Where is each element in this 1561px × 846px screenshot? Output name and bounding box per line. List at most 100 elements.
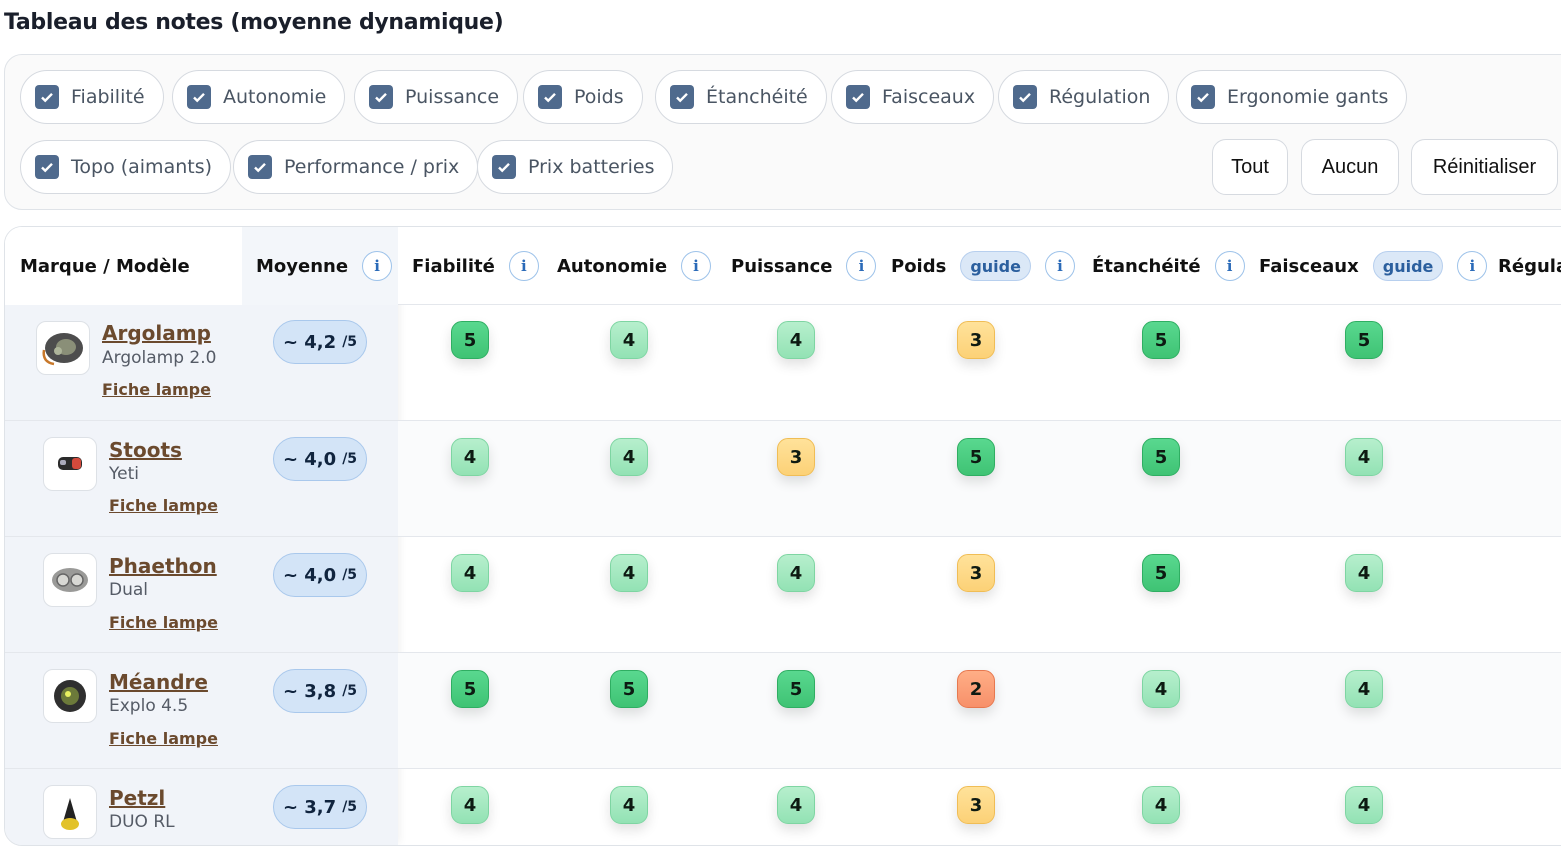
checkbox-checked-icon[interactable] [35,155,59,179]
score-poids: 3 [957,554,995,592]
filter-autonomie[interactable]: Autonomie [172,70,346,124]
filter-etancheite[interactable]: Étanchéité [655,70,827,124]
checkbox-checked-icon[interactable] [1013,85,1037,109]
score-puissance: 3 [777,438,815,476]
filter-ergonomie-gants[interactable]: Ergonomie gants [1176,70,1408,124]
score-autonomie: 4 [610,554,648,592]
fiche-lampe-link[interactable]: Fiche lampe [109,613,218,632]
select-none-button[interactable]: Aucun [1301,139,1399,195]
fiche-lampe-link[interactable]: Fiche lampe [109,729,218,748]
model-name: DUO RL [109,812,175,832]
header-model-label: Marque / Modèle [20,255,190,277]
brand-link[interactable]: Argolamp [102,321,211,345]
score-autonomie: 4 [610,321,648,359]
lamp-thumbnail [43,437,97,491]
score-puissance: 4 [777,554,815,592]
header-average-label: Moyenne [256,255,349,277]
filter-label: Fiabilité [71,86,145,108]
guide-badge[interactable]: guide [1372,251,1444,281]
header-faisceaux: Faisceaux guide i [1259,227,1488,305]
score-poids: 3 [957,321,995,359]
brand-link[interactable]: Méandre [109,670,208,694]
header-model-bg [5,227,242,305]
average-unit: /5 [342,683,358,699]
select-all-button[interactable]: Tout [1212,139,1288,195]
fiche-lampe-link[interactable]: Fiche lampe [109,496,218,515]
average-unit: /5 [342,334,358,350]
header-label: Puissance [731,255,833,277]
average-badge: ~ 3,8/5 [273,669,367,713]
filter-label: Puissance [405,86,500,108]
checkbox-checked-icon[interactable] [248,155,272,179]
header-label: Étanchéité [1092,255,1201,277]
average-value: ~ 4,0 [282,448,337,470]
model-name: Argolamp 2.0 [102,348,217,368]
table-row: Petzl DUO RL ~ 3,7/5 4 4 4 3 4 4 [5,769,1561,845]
fiche-lampe-link[interactable]: Fiche lampe [102,380,211,399]
header-autonomie: Autonomie i [557,227,712,305]
info-icon[interactable]: i [1044,251,1075,281]
score-etancheite: 5 [1142,554,1180,592]
header-regulation: Régula [1498,227,1561,305]
average-value: ~ 4,0 [282,564,337,586]
filter-faisceaux[interactable]: Faisceaux [831,70,995,124]
checkbox-checked-icon[interactable] [538,85,562,109]
score-faisceaux: 4 [1345,670,1383,708]
scores-table: Marque / Modèle Moyenne i Fiabilité i Auto… [4,226,1561,846]
model-name: Yeti [109,464,139,484]
score-faisceaux: 4 [1345,554,1383,592]
score-etancheite: 5 [1142,321,1180,359]
filter-topo-aimants[interactable]: Topo (aimants) [20,140,232,194]
info-icon[interactable]: i [508,251,539,281]
header-label: Fiabilité [412,255,495,277]
guide-badge[interactable]: guide [960,251,1031,281]
filter-fiabilite[interactable]: Fiabilité [20,70,164,124]
info-icon[interactable]: i [1457,251,1488,281]
header-etancheite: Étanchéité i [1092,227,1245,305]
average-unit: /5 [342,567,358,583]
score-faisceaux: 4 [1345,438,1383,476]
brand-link[interactable]: Phaethon [109,554,217,578]
score-etancheite: 4 [1142,670,1180,708]
page-title: Tableau des notes (moyenne dynamique) [4,10,504,35]
info-icon[interactable]: i [681,251,712,281]
filter-performance-prix[interactable]: Performance / prix [233,140,479,194]
filter-label: Performance / prix [284,156,460,178]
filter-label: Étanchéité [706,86,808,108]
score-etancheite: 5 [1142,438,1180,476]
filter-label: Régulation [1049,86,1151,108]
brand-link[interactable]: Petzl [109,786,166,810]
lamp-thumbnail [43,669,97,723]
table-header: Marque / Modèle Moyenne i Fiabilité i Auto… [5,227,1561,305]
checkbox-checked-icon[interactable] [369,85,393,109]
checkbox-checked-icon[interactable] [187,85,211,109]
filter-poids[interactable]: Poids [523,70,643,124]
average-badge: ~ 4,2/5 [273,320,367,364]
table-row: Stoots Yeti Fiche lampe ~ 4,0/5 4 4 3 5 … [5,421,1561,537]
checkbox-checked-icon[interactable] [35,85,59,109]
info-icon[interactable]: i [362,251,393,281]
brand-link[interactable]: Stoots [109,438,182,462]
checkbox-checked-icon[interactable] [492,155,516,179]
filter-puissance[interactable]: Puissance [354,70,519,124]
filter-label: Poids [574,86,624,108]
score-fiabilite: 5 [451,670,489,708]
checkbox-checked-icon[interactable] [846,85,870,109]
score-puissance: 4 [777,321,815,359]
header-puissance: Puissance i [731,227,877,305]
filter-regulation[interactable]: Régulation [998,70,1170,124]
model-name: Dual [109,580,149,600]
filter-prix-batteries[interactable]: Prix batteries [477,140,674,194]
score-faisceaux: 5 [1345,321,1383,359]
header-model: Marque / Modèle [20,227,190,305]
info-icon[interactable]: i [1214,251,1245,281]
average-value: ~ 3,8 [282,680,337,702]
checkbox-checked-icon[interactable] [1191,85,1215,109]
checkbox-checked-icon[interactable] [670,85,694,109]
table-row: Méandre Explo 4.5 Fiche lampe ~ 3,8/5 5 … [5,653,1561,769]
info-icon[interactable]: i [846,251,877,281]
score-autonomie: 4 [610,786,648,824]
reset-button[interactable]: Réinitialiser [1411,139,1558,195]
lamp-thumbnail [43,553,97,607]
average-value: ~ 4,2 [282,331,337,353]
